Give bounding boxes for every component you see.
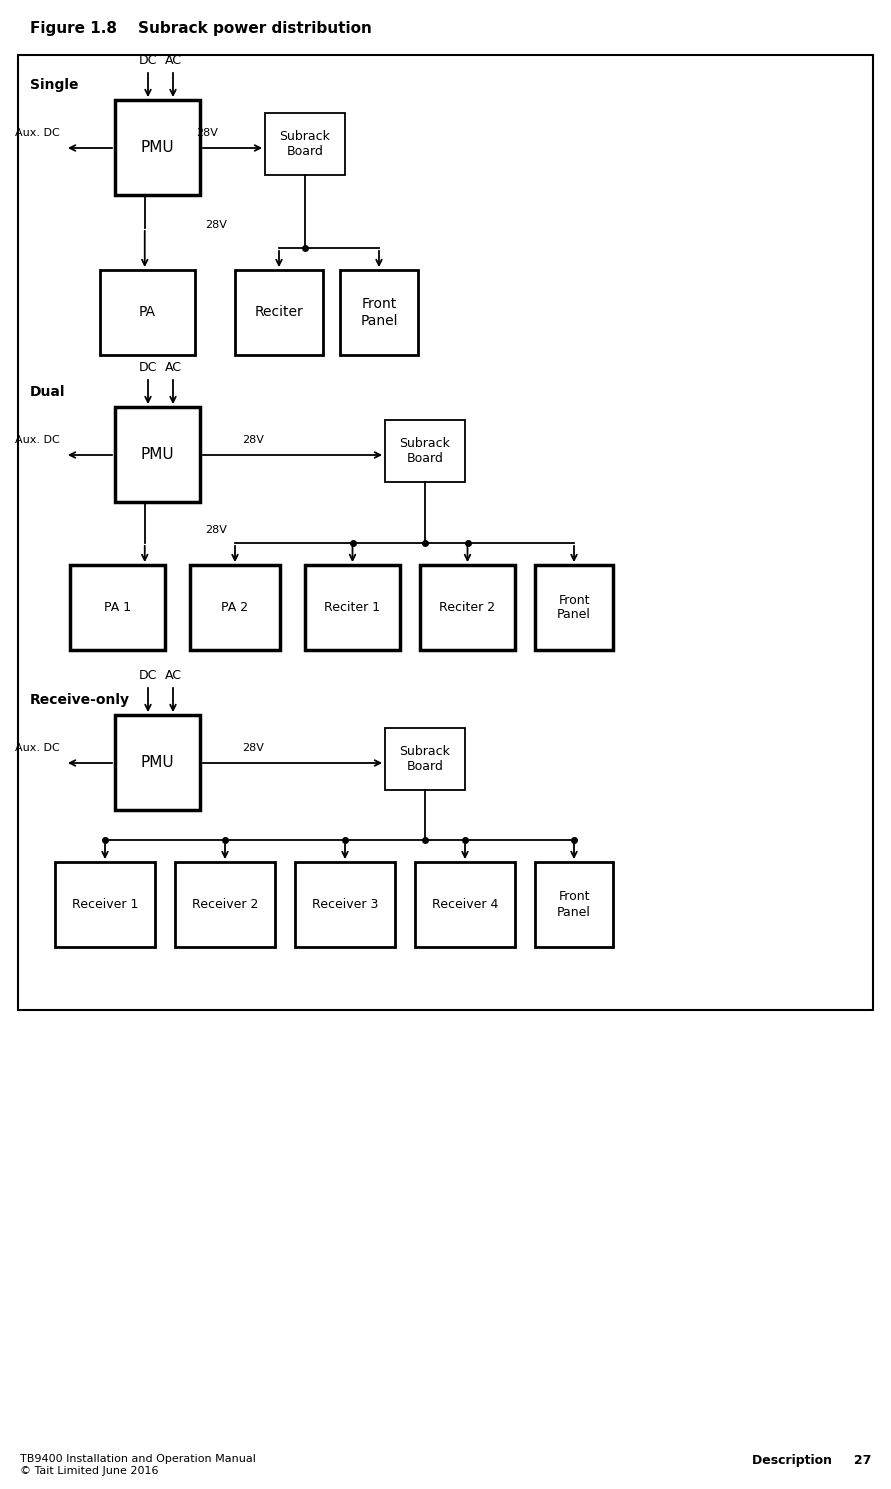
Text: TB9400 Installation and Operation Manual
© Tait Limited June 2016: TB9400 Installation and Operation Manual…: [20, 1453, 256, 1476]
Text: Figure 1.8    Subrack power distribution: Figure 1.8 Subrack power distribution: [30, 21, 372, 36]
Bar: [265, 113, 345, 176]
Bar: [340, 270, 418, 354]
Text: Subrack
Board: Subrack Board: [399, 436, 451, 465]
Text: PA 2: PA 2: [222, 602, 249, 613]
Text: Subrack
Board: Subrack Board: [280, 130, 331, 158]
Text: Reciter 1: Reciter 1: [324, 602, 380, 613]
Text: Receiver 4: Receiver 4: [432, 898, 498, 911]
Text: PA: PA: [139, 305, 156, 320]
Text: Receiver 1: Receiver 1: [72, 898, 138, 911]
Text: Aux. DC: Aux. DC: [15, 435, 60, 445]
Text: PMU: PMU: [141, 447, 175, 462]
Bar: [535, 564, 613, 651]
Text: Receiver 2: Receiver 2: [192, 898, 258, 911]
Text: Front
Panel: Front Panel: [557, 890, 591, 919]
Text: Dual: Dual: [30, 386, 66, 399]
Text: Front
Panel: Front Panel: [360, 298, 397, 328]
Bar: [420, 564, 515, 651]
Text: DC: DC: [139, 669, 157, 682]
Text: AC: AC: [165, 669, 182, 682]
Text: PA 1: PA 1: [104, 602, 131, 613]
Bar: [295, 862, 395, 947]
Text: Single: Single: [30, 77, 78, 92]
Bar: [385, 728, 465, 791]
Text: Front
Panel: Front Panel: [557, 594, 591, 621]
Text: 28V: 28V: [242, 435, 264, 445]
Text: PMU: PMU: [141, 140, 175, 155]
Bar: [175, 862, 275, 947]
Text: Reciter: Reciter: [255, 305, 303, 320]
Bar: [100, 270, 195, 354]
Text: AC: AC: [165, 360, 182, 374]
Text: 28V: 28V: [205, 526, 227, 535]
Bar: [55, 862, 155, 947]
Text: DC: DC: [139, 54, 157, 67]
Bar: [385, 420, 465, 482]
Text: Reciter 2: Reciter 2: [439, 602, 495, 613]
Bar: [415, 862, 515, 947]
Text: 28V: 28V: [196, 128, 218, 138]
Text: AC: AC: [165, 54, 182, 67]
Bar: [535, 862, 613, 947]
Bar: [115, 715, 200, 810]
Bar: [18, 55, 873, 1010]
Bar: [115, 100, 200, 195]
Text: Description     27: Description 27: [752, 1453, 871, 1467]
Bar: [70, 564, 165, 651]
Bar: [235, 270, 323, 354]
Text: Receiver 3: Receiver 3: [312, 898, 378, 911]
Bar: [305, 564, 400, 651]
Text: Aux. DC: Aux. DC: [15, 128, 60, 138]
Text: 28V: 28V: [205, 220, 227, 229]
Text: 28V: 28V: [242, 743, 264, 753]
Text: Receive-only: Receive-only: [30, 692, 130, 707]
Text: Subrack
Board: Subrack Board: [399, 744, 451, 773]
Text: Aux. DC: Aux. DC: [15, 743, 60, 753]
Bar: [115, 406, 200, 502]
Bar: [190, 564, 280, 651]
Text: DC: DC: [139, 360, 157, 374]
Text: PMU: PMU: [141, 755, 175, 770]
